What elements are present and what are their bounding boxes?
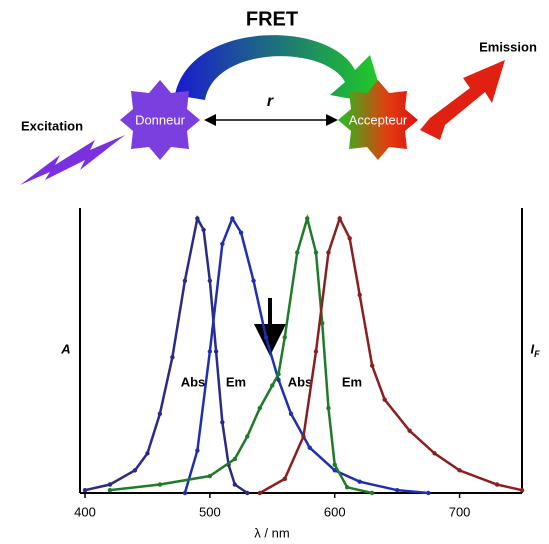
point <box>519 487 525 493</box>
point <box>313 250 319 255</box>
point <box>305 216 310 221</box>
distance-label: r <box>267 93 274 110</box>
curve <box>84 214 249 495</box>
fret-arc <box>175 35 385 105</box>
x-tick-label: 500 <box>199 504 221 519</box>
lightning <box>20 135 125 185</box>
x-tick-label: 600 <box>324 504 346 519</box>
point <box>276 371 281 377</box>
point <box>107 487 113 493</box>
point <box>494 482 500 487</box>
acceptor-star <box>338 80 418 160</box>
point <box>238 230 244 235</box>
series-label: Abs <box>181 374 206 389</box>
point <box>426 490 431 496</box>
point <box>282 476 287 482</box>
point <box>357 292 362 298</box>
y-axis-label: A <box>60 341 70 356</box>
point <box>232 482 238 487</box>
point <box>170 354 175 360</box>
point <box>257 405 262 411</box>
point <box>257 490 262 496</box>
point <box>207 349 213 354</box>
point <box>282 335 287 340</box>
emission-label: Emission <box>479 39 537 54</box>
point <box>320 321 325 326</box>
point <box>432 451 437 456</box>
point <box>157 411 163 416</box>
point <box>457 468 462 473</box>
point <box>332 462 337 467</box>
point <box>82 487 88 493</box>
point <box>394 487 400 493</box>
point <box>301 434 306 439</box>
point <box>263 335 269 340</box>
point <box>195 448 200 453</box>
point <box>307 445 312 450</box>
diagram-title: FRET <box>246 8 298 30</box>
point <box>245 434 250 439</box>
point <box>230 216 235 221</box>
point <box>288 411 294 416</box>
x-tick-label: 400 <box>74 504 96 519</box>
point <box>357 479 362 484</box>
point <box>344 485 350 490</box>
point <box>195 216 200 221</box>
point <box>207 473 213 479</box>
point <box>182 278 188 283</box>
point <box>182 490 188 496</box>
excitation-label: Excitation <box>21 118 83 133</box>
emission-arrow <box>420 60 505 140</box>
point <box>251 278 256 283</box>
point <box>295 250 300 255</box>
acceptor-label: Accepteur <box>349 112 408 127</box>
point <box>326 405 331 411</box>
series-label: Em <box>226 374 246 389</box>
point <box>132 468 138 473</box>
point <box>369 490 375 496</box>
point <box>407 428 412 433</box>
point <box>270 383 275 388</box>
point <box>207 278 213 283</box>
series-label: Em <box>342 374 362 389</box>
curve <box>259 215 523 495</box>
point <box>245 490 250 496</box>
point <box>157 482 163 487</box>
point <box>382 397 387 402</box>
curve <box>183 215 429 495</box>
point <box>220 420 225 425</box>
point <box>201 227 206 233</box>
point <box>369 363 375 368</box>
point <box>145 451 150 456</box>
point <box>213 349 219 354</box>
point <box>107 482 113 487</box>
point <box>232 456 238 462</box>
curve <box>109 213 373 495</box>
series-label: Abs <box>288 374 313 389</box>
donor-label: Donneur <box>135 112 186 127</box>
point <box>326 250 331 255</box>
point <box>220 241 225 247</box>
donor-star <box>120 80 200 160</box>
y2-axis-label: IF <box>530 341 540 359</box>
point <box>347 236 352 241</box>
x-axis-label: λ / nm <box>254 525 289 540</box>
point <box>337 216 342 221</box>
point <box>313 349 319 354</box>
x-tick-label: 700 <box>449 504 471 519</box>
